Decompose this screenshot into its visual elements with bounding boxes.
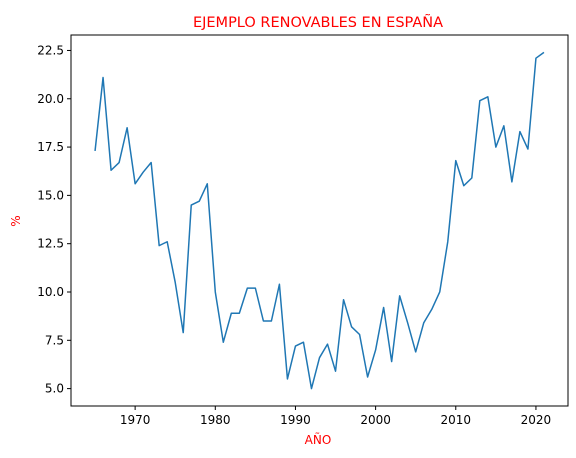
x-tick-label: 2000 bbox=[360, 413, 391, 427]
y-tick-label: 7.5 bbox=[45, 333, 64, 347]
y-tick-label: 17.5 bbox=[37, 140, 64, 154]
x-tick-label: 1980 bbox=[200, 413, 231, 427]
y-tick-label: 20.0 bbox=[37, 92, 64, 106]
y-tick-label: 12.5 bbox=[37, 237, 64, 251]
x-tick-label: 2010 bbox=[441, 413, 472, 427]
y-tick-label: 15.0 bbox=[37, 188, 64, 202]
x-axis-label: AÑO bbox=[305, 432, 332, 447]
y-tick-label: 10.0 bbox=[37, 285, 64, 299]
x-tick-label: 2020 bbox=[521, 413, 552, 427]
chart-title: EJEMPLO RENOVABLES EN ESPAÑA bbox=[193, 14, 443, 31]
y-tick-label: 22.5 bbox=[37, 43, 64, 57]
plot-area-frame bbox=[70, 34, 569, 407]
y-axis-ticks: 5.0 7.5 10.0 12.5 15.0 17.5 20.0 22.5 bbox=[37, 43, 71, 396]
y-tick-label: 5.0 bbox=[45, 382, 64, 396]
x-tick-label: 1970 bbox=[120, 413, 151, 427]
x-tick-label: 1990 bbox=[280, 413, 311, 427]
y-axis-label: % bbox=[9, 215, 23, 226]
series-line bbox=[94, 51, 545, 390]
x-axis-ticks: 1970 1980 1990 2000 2010 2020 bbox=[120, 406, 551, 427]
